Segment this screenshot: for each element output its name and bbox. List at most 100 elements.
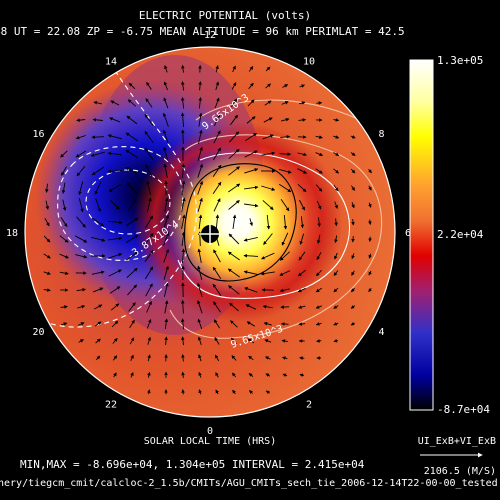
drift-vector: [299, 199, 305, 211]
drift-vector: [244, 150, 258, 158]
drift-vector: [280, 198, 290, 212]
drift-vector: [333, 135, 340, 139]
drift-vector: [91, 236, 106, 242]
x-axis-label: SOLAR LOCAL TIME (HRS): [144, 436, 276, 447]
drift-vector: [59, 235, 69, 243]
drift-vector: [162, 112, 169, 127]
drift-vector: [43, 235, 51, 243]
drift-vector: [228, 166, 240, 176]
drift-vector: [212, 164, 222, 178]
drift-vector: [368, 219, 372, 225]
drift-vector: [246, 116, 256, 124]
drift-vector: [245, 133, 258, 141]
drift-vector: [333, 168, 339, 174]
drift-vector: [163, 248, 170, 263]
drift-vector: [261, 151, 276, 156]
drift-vector: [107, 169, 123, 174]
drift-vector: [198, 129, 203, 144]
drift-vector: [92, 287, 104, 293]
drift-vector: [264, 339, 272, 343]
drift-vector: [279, 288, 290, 293]
drift-vector: [214, 97, 220, 109]
drift-vector: [108, 236, 123, 241]
drift-vector: [261, 252, 275, 260]
contour-neg-mid: [57, 146, 184, 261]
drift-vector: [315, 135, 323, 139]
drift-vector: [197, 146, 203, 161]
drift-vector: [283, 214, 288, 230]
drift-vector: [298, 101, 306, 105]
drift-vector: [228, 183, 241, 193]
drift-vector: [45, 183, 49, 193]
hour-label-18: 18: [6, 228, 18, 239]
drift-vector: [181, 389, 185, 395]
drift-vector: [243, 270, 258, 275]
drift-vector: [248, 373, 254, 377]
drift-vector: [126, 115, 138, 125]
drift-vector: [351, 253, 355, 260]
colorbar-gradient: [409, 59, 434, 411]
drift-vector: [60, 150, 68, 158]
drift-vector: [163, 81, 168, 91]
drift-vector: [280, 322, 289, 326]
drift-vector: [198, 97, 203, 109]
drift-vector: [198, 371, 202, 378]
drift-vector: [368, 202, 372, 208]
drift-vector: [198, 389, 202, 395]
drift-vector: [181, 129, 185, 145]
drift-vector: [146, 81, 152, 90]
drift-vector: [95, 338, 101, 344]
drift-vector: [333, 287, 339, 293]
drift-vector: [164, 65, 168, 73]
hour-label-2: 2: [306, 400, 312, 411]
drift-vector: [43, 288, 51, 292]
drift-vector: [181, 336, 185, 346]
drift-vector: [181, 180, 186, 195]
drift-vector: [351, 219, 355, 226]
drift-vector: [299, 84, 306, 88]
drift-vector: [213, 198, 221, 212]
drift-vector: [227, 268, 240, 278]
drift-vector: [315, 322, 322, 326]
drift-vector: [264, 356, 271, 360]
drift-vector: [231, 98, 237, 108]
drift-vector: [212, 181, 222, 195]
drift-vector: [60, 217, 68, 228]
drift-vector: [263, 322, 272, 326]
drift-vector: [232, 65, 236, 73]
drift-vector: [91, 270, 105, 275]
drift-vector: [228, 285, 240, 295]
drift-vector: [129, 319, 135, 329]
drift-vector: [333, 339, 339, 343]
drift-vector: [279, 152, 292, 156]
drift-vector: [279, 251, 291, 261]
drift-vector: [316, 200, 322, 210]
drift-vector: [315, 168, 323, 174]
drift-vector: [317, 217, 321, 228]
drift-vector: [108, 184, 122, 192]
drift-vector: [231, 355, 237, 361]
drift-vector: [113, 372, 117, 378]
hour-label-20: 20: [32, 327, 44, 338]
vector-label: UI_ExB+VI_ExB: [418, 436, 496, 447]
drift-vector: [181, 231, 186, 246]
drift-vector: [62, 199, 67, 211]
drift-vector: [128, 82, 136, 90]
chart-title: ELECTRIC POTENTIAL (volts): [139, 9, 311, 22]
drift-vector: [43, 271, 51, 275]
drift-vector: [181, 248, 186, 264]
drift-vector: [334, 201, 338, 209]
drift-vector: [227, 251, 240, 261]
drift-vector: [213, 130, 221, 144]
drift-vector: [351, 185, 355, 191]
drift-vector: [333, 152, 340, 156]
drift-vector: [282, 373, 288, 377]
drift-vector: [282, 356, 288, 360]
drift-vector: [78, 339, 84, 343]
drift-vector: [91, 135, 104, 139]
drift-vector: [95, 355, 101, 361]
drift-vector: [247, 338, 255, 344]
drift-vector: [350, 305, 356, 309]
drift-vector: [145, 98, 153, 108]
drift-vector: [350, 135, 356, 139]
